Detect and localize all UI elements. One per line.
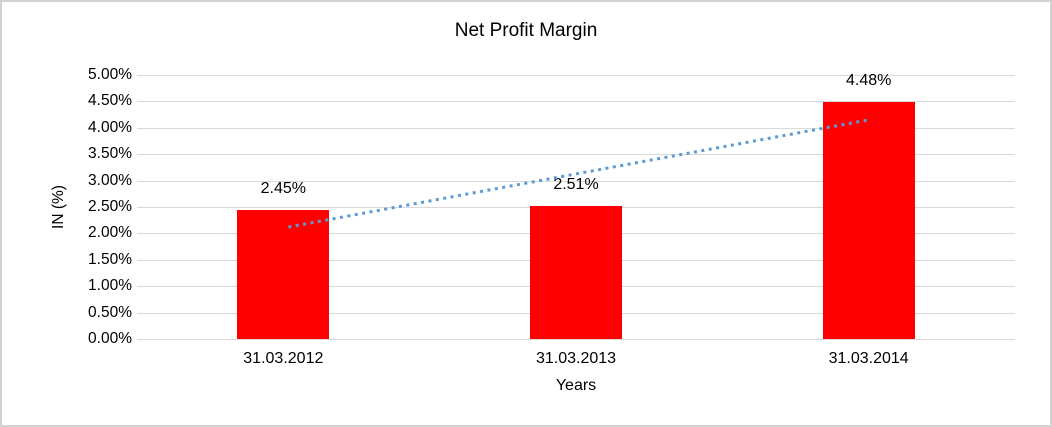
- x-axis-title: Years: [555, 377, 597, 394]
- gridline: [137, 339, 1015, 340]
- bar-value-label: 2.51%: [553, 176, 599, 194]
- bar-31.03.2013: [530, 206, 622, 339]
- y-tick-label: 2.00%: [88, 224, 132, 242]
- y-tick-label: 3.00%: [88, 171, 132, 189]
- bar-31.03.2012: [237, 209, 330, 339]
- x-tick-label: 31.03.2012: [243, 350, 324, 367]
- y-tick-label: 5.00%: [88, 66, 132, 83]
- x-tick-label: 31.03.2014: [828, 350, 909, 367]
- bar-value-label: 4.48%: [845, 72, 892, 90]
- y-tick-label: 4.00%: [88, 118, 132, 136]
- y-tick-label: 1.50%: [88, 250, 132, 268]
- gridline: [137, 101, 1015, 103]
- x-tick-label: 31.03.2013: [535, 350, 617, 367]
- chart-title: Net Profit Margin: [454, 20, 598, 41]
- y-tick-label: 3.50%: [88, 145, 132, 163]
- gridline: [137, 127, 1015, 129]
- gridline: [137, 180, 1015, 182]
- bar-value-label: 2.45%: [260, 179, 307, 197]
- bar-31.03.2014: [822, 102, 915, 339]
- trendline: [288, 118, 869, 229]
- y-tick-label: 0.50%: [88, 303, 132, 321]
- y-tick-label: 4.50%: [88, 92, 132, 110]
- gridline: [137, 75, 1015, 76]
- y-tick-label: 0.00%: [88, 330, 132, 347]
- plot-area: 2.45% 2.51% 4.48%: [137, 72, 1015, 340]
- y-tick-label: 1.00%: [88, 277, 132, 295]
- gridline: [137, 154, 1015, 156]
- y-tick-label: 2.50%: [88, 198, 132, 215]
